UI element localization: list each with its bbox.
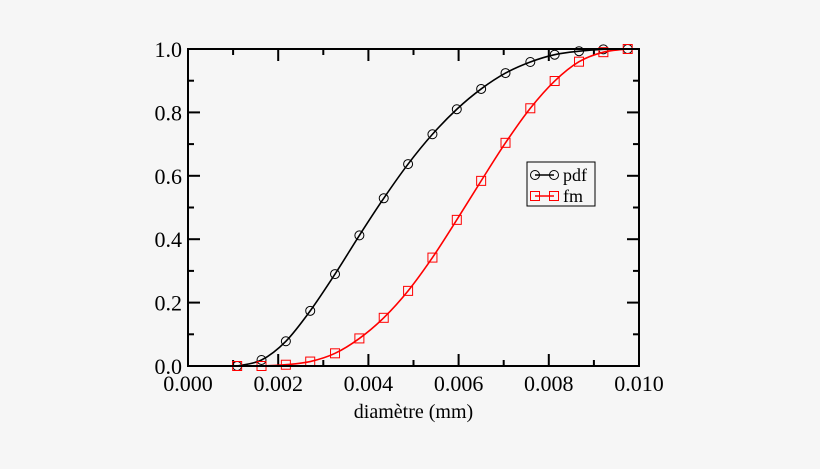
series-line-pdf <box>236 48 628 367</box>
data-point-fm <box>500 137 511 148</box>
data-point-fm <box>598 47 609 58</box>
x-tick-label: 0.010 <box>614 371 664 396</box>
data-point-pdf <box>427 129 438 140</box>
x-tick-label: 0.002 <box>253 371 303 396</box>
data-point-pdf <box>549 49 560 60</box>
data-point-fm <box>427 252 438 263</box>
data-point-pdf <box>403 159 414 170</box>
data-point-fm <box>549 76 560 87</box>
data-point-pdf <box>574 46 585 57</box>
y-tick-label: 1.0 <box>155 37 183 62</box>
legend-box <box>526 161 596 207</box>
tick-labels: 0.000 0.002 0.004 0.006 0.008 0.010 0.0 0.2 0.4 0… <box>155 37 664 396</box>
legend-marker <box>549 170 559 180</box>
series-group <box>232 44 633 371</box>
legend-marker <box>530 191 540 201</box>
y-tick-label: 0.0 <box>155 354 183 379</box>
data-point-fm <box>525 103 536 114</box>
axis-ticks <box>187 48 640 367</box>
data-point-fm <box>330 348 341 359</box>
legend-label-fm: fm <box>563 186 583 206</box>
x-tick-label: 0.000 <box>163 371 213 396</box>
data-point-pdf <box>280 336 291 347</box>
series-line-fm <box>237 48 628 367</box>
plot-frame <box>187 48 640 367</box>
legend-marker <box>530 170 540 180</box>
y-tick-label: 0.2 <box>155 291 183 316</box>
data-point-fm <box>574 56 585 67</box>
y-tick-label: 0.4 <box>155 227 183 252</box>
data-point-pdf <box>330 269 341 280</box>
data-point-pdf <box>451 104 462 115</box>
data-point-fm <box>280 359 291 370</box>
data-point-pdf <box>525 56 536 67</box>
data-point-pdf <box>305 305 316 316</box>
data-point-pdf <box>500 68 511 79</box>
x-tick-label: 0.006 <box>434 371 484 396</box>
data-point-pdf <box>354 230 365 241</box>
data-point-fm <box>378 312 389 323</box>
data-point-pdf <box>256 354 267 365</box>
y-tick-label: 0.8 <box>155 100 183 125</box>
x-tick-label: 0.008 <box>524 371 574 396</box>
x-axis-label: diamètre (mm) <box>354 401 473 423</box>
legend-marker <box>549 191 559 201</box>
legend-label-pdf: pdf <box>563 165 587 185</box>
data-point-fm <box>476 175 487 186</box>
data-point-fm <box>403 285 414 296</box>
data-point-fm <box>451 214 462 225</box>
x-tick-label: 0.004 <box>344 371 394 396</box>
data-point-pdf <box>378 193 389 204</box>
data-point-fm <box>354 333 365 344</box>
data-point-pdf <box>476 83 487 94</box>
y-tick-label: 0.6 <box>155 164 183 189</box>
